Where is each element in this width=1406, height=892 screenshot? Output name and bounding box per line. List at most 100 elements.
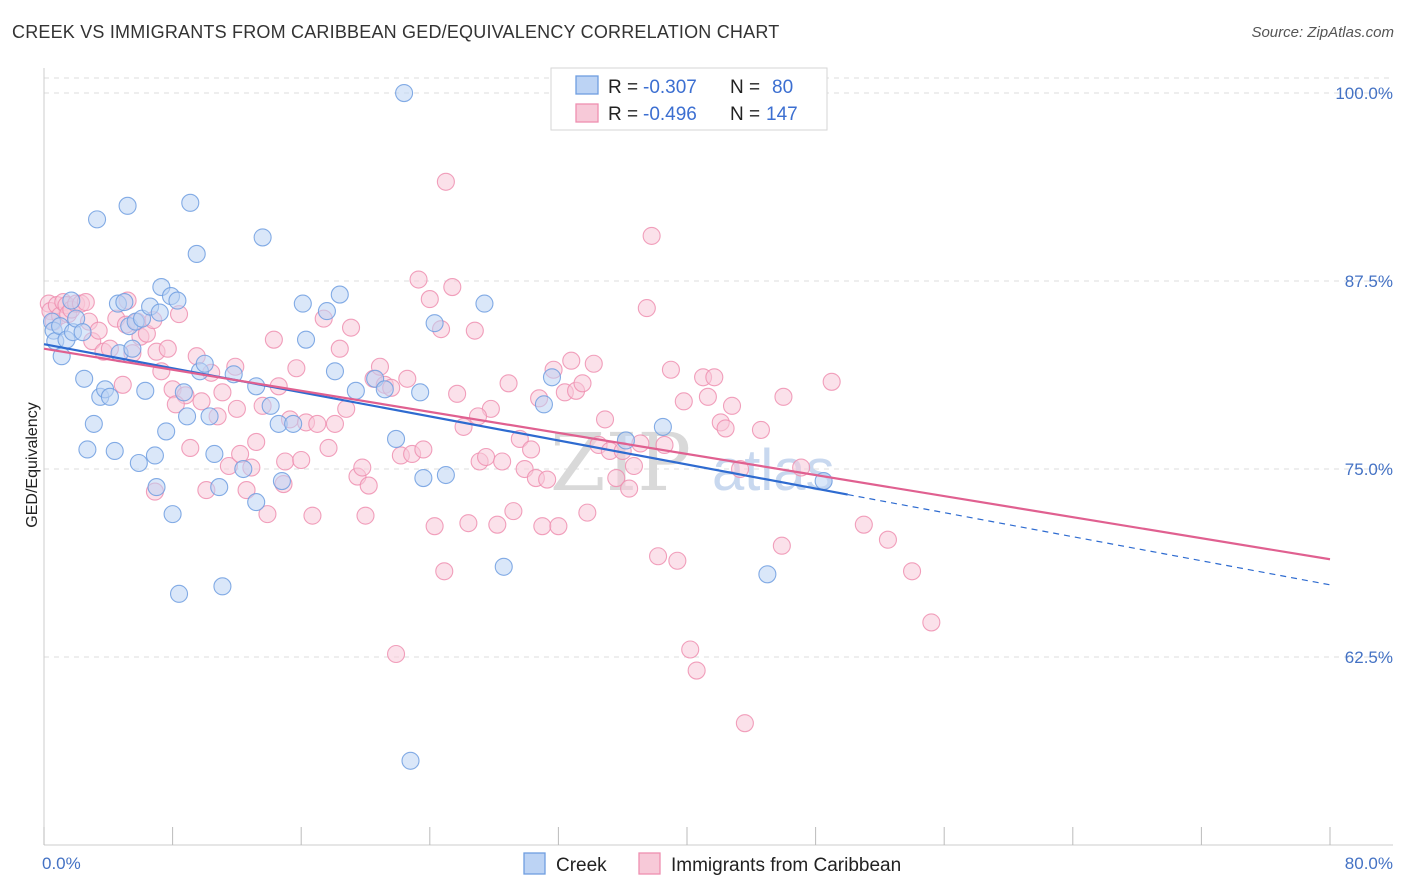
- creek-point: [293, 294, 312, 313]
- legend-r-label-2: R =: [608, 104, 638, 125]
- labels-layer: 62.5% 75.0% 87.5% 100.0% 0.0% 80.0%: [42, 84, 1393, 873]
- creek-point: [181, 193, 200, 212]
- x-tick-label: 80.0%: [1345, 854, 1393, 873]
- caribbean-point: [356, 506, 375, 525]
- creek-point: [73, 323, 92, 342]
- caribbean-point: [158, 339, 177, 358]
- caribbean-point: [425, 517, 444, 536]
- creek-point: [325, 362, 345, 381]
- creek-point: [147, 478, 166, 497]
- caribbean-point: [292, 450, 311, 470]
- caribbean-point: [386, 644, 406, 664]
- caribbean-point: [522, 440, 541, 459]
- caribbean-point: [448, 384, 467, 403]
- caribbean-point: [624, 456, 644, 476]
- legend-swatch-caribbean: [575, 103, 599, 123]
- caribbean-point: [735, 714, 754, 733]
- creek-point: [414, 468, 433, 488]
- caribbean-point: [303, 506, 322, 525]
- creek-point: [163, 505, 182, 524]
- creek-point: [157, 422, 176, 441]
- creek-point: [475, 294, 494, 313]
- creek-point: [425, 314, 444, 333]
- creek-point: [386, 429, 406, 448]
- caribbean-point: [687, 661, 706, 680]
- caribbean-point: [637, 299, 656, 318]
- creek-point: [395, 83, 414, 103]
- caribbean-point: [436, 172, 455, 191]
- caribbean-point: [353, 458, 372, 477]
- creek-point: [436, 465, 455, 485]
- creek-point: [145, 446, 164, 465]
- caribbean-point: [398, 369, 417, 388]
- caribbean-point: [878, 530, 897, 549]
- caribbean-point: [772, 536, 791, 555]
- creek-point: [272, 472, 291, 491]
- creek-point: [253, 228, 272, 247]
- caribbean-point: [538, 470, 557, 489]
- bottom-legend: Creek Immigrants from Caribbean: [523, 852, 901, 876]
- caribbean-trendline: [43, 347, 1331, 561]
- creek-point: [411, 383, 430, 402]
- bottom-legend-swatch-creek: [523, 852, 546, 875]
- caribbean-point: [237, 481, 256, 500]
- points-layer: [39, 83, 941, 770]
- caribbean-point: [674, 392, 693, 411]
- creek-point: [174, 383, 193, 402]
- caribbean-point: [698, 387, 717, 406]
- caribbean-point: [465, 321, 484, 340]
- y-tick-label: 62.5%: [1345, 648, 1393, 667]
- creek-point: [62, 291, 81, 310]
- creek-point: [150, 303, 169, 322]
- caribbean-point: [276, 452, 295, 471]
- creek-point: [178, 407, 197, 426]
- caribbean-point: [264, 330, 283, 349]
- creek-point: [401, 751, 420, 770]
- caribbean-point: [607, 468, 626, 488]
- caribbean-point: [705, 368, 724, 387]
- axis-layer: [43, 68, 1393, 846]
- caribbean-point: [562, 351, 581, 370]
- creek-point: [213, 577, 232, 596]
- x-tick-label: 0.0%: [42, 854, 81, 873]
- chart-source: Source: ZipAtlas.com: [1251, 24, 1394, 41]
- caribbean-point: [493, 452, 512, 471]
- creek-point: [168, 291, 187, 310]
- caribbean-point: [573, 374, 592, 393]
- caribbean-point: [231, 444, 250, 464]
- bottom-legend-caribbean: Immigrants from Caribbean: [671, 855, 901, 876]
- creek-point: [123, 339, 142, 358]
- legend-n-value-2: 147: [766, 104, 798, 125]
- caribbean-point: [319, 438, 338, 458]
- creek-point: [200, 407, 219, 426]
- creek-point: [84, 414, 103, 433]
- creek-point: [247, 377, 266, 396]
- trend-layer: [43, 343, 1331, 586]
- y-tick-label: 75.0%: [1345, 460, 1393, 479]
- creek-point: [375, 380, 394, 399]
- legend-r-value-2: -0.496: [643, 104, 697, 125]
- bottom-legend-swatch-caribbean: [638, 852, 661, 875]
- creek-point: [330, 285, 349, 304]
- y-tick-label: 100.0%: [1335, 84, 1393, 103]
- caribbean-point: [595, 410, 615, 429]
- creek-trendline-extension: [847, 493, 1331, 586]
- caribbean-point: [751, 420, 770, 439]
- caribbean-point: [477, 447, 496, 467]
- legend-n-label-1: N =: [730, 77, 760, 98]
- caribbean-point: [359, 476, 378, 495]
- bottom-legend-creek: Creek: [556, 855, 607, 876]
- caribbean-point: [722, 396, 742, 415]
- grid-layer: [44, 77, 1393, 658]
- creek-point: [115, 293, 134, 312]
- legend-swatch-creek: [575, 75, 599, 95]
- caribbean-point: [716, 419, 735, 438]
- caribbean-point: [227, 399, 246, 418]
- creek-point: [118, 196, 137, 215]
- creek-point: [87, 210, 107, 229]
- creek-point: [169, 584, 189, 603]
- caribbean-point: [681, 640, 700, 659]
- y-axis-title: GED/Equivalency: [24, 402, 41, 527]
